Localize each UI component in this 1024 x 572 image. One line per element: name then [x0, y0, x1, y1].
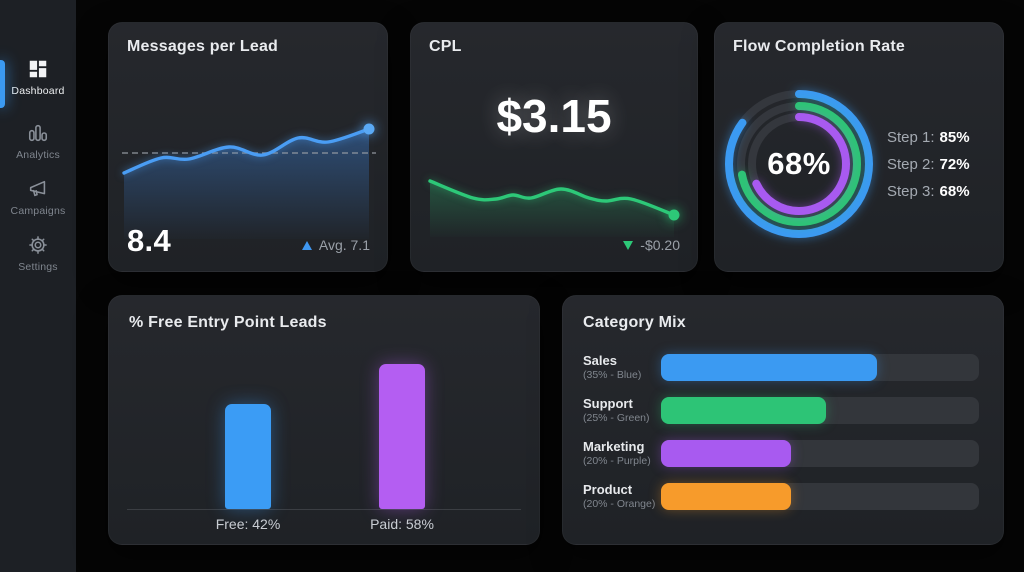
bar-label-free: Free: 42% [215, 516, 281, 532]
sidebar-item-label: Campaigns [10, 205, 66, 217]
mix-fill-product [661, 483, 792, 510]
cpl-chart [428, 179, 680, 237]
mix-label: Marketing [583, 439, 645, 454]
category-mix-rows: Sales (35% - Blue) Support (25% - Green)… [583, 351, 979, 523]
chart-area [430, 181, 674, 237]
mix-row-product: Product (20% - Orange) [583, 480, 979, 513]
delta-badge: -$0.20 [623, 237, 680, 253]
sidebar-item-label: Settings [18, 261, 58, 273]
card-cpl: CPL $3.15 -$0.20 [410, 22, 698, 272]
chart-line [428, 179, 676, 217]
mix-label: Support [583, 396, 633, 411]
donut-ring-step1 [725, 90, 873, 238]
average-label: Avg. 7.1 [318, 237, 370, 253]
chart-end-dot [363, 123, 375, 135]
sidebar-item-dashboard[interactable]: Dashboard [0, 58, 76, 108]
mix-fill-support [661, 397, 827, 424]
gear-icon [27, 234, 49, 256]
chart-line [122, 127, 371, 175]
donut-ring-step3 [748, 113, 850, 215]
mix-track [661, 397, 979, 424]
messages-per-lead-chart [122, 123, 376, 239]
donut-center-value: 68% [767, 146, 831, 181]
card-messages-per-lead: Messages per Lead 8.4 Avg. 7.1 [108, 22, 388, 272]
delta-label: -$0.20 [640, 237, 680, 253]
sidebar-item-label: Analytics [16, 149, 60, 161]
sidebar-item-campaigns[interactable]: Campaigns [0, 178, 76, 217]
mix-label: Product [583, 482, 633, 497]
dashboard-icon [27, 58, 49, 80]
chart-end-dot [668, 209, 680, 221]
card-title: Flow Completion Rate [733, 38, 905, 55]
mix-track [661, 483, 979, 510]
megaphone-icon [27, 178, 49, 200]
card-category-mix: Category Mix Sales (35% - Blue) Support … [562, 295, 1004, 545]
mix-label: Sales [583, 353, 617, 368]
donut-ring-step2 [737, 102, 861, 226]
sidebar-item-settings[interactable]: Settings [0, 234, 76, 273]
mix-sublabel: (25% - Green) [583, 412, 650, 424]
arrow-up-icon [301, 240, 312, 250]
mix-sublabel: (35% - Blue) [583, 369, 642, 381]
card-title: % Free Entry Point Leads [129, 314, 327, 331]
sidebar: Dashboard Analytics Campaigns [0, 0, 76, 572]
mix-row-sales: Sales (35% - Blue) [583, 351, 979, 384]
card-title: Category Mix [583, 314, 686, 331]
active-indicator [0, 60, 5, 108]
mix-track [661, 354, 979, 381]
mix-row-marketing: Marketing (20% - Purple) [583, 437, 979, 470]
average-badge: Avg. 7.1 [301, 237, 370, 253]
x-axis-line [127, 509, 521, 510]
bar-label-paid: Paid: 58% [370, 516, 434, 532]
card-title: Messages per Lead [127, 38, 279, 55]
completion-donut-chart: 68% [720, 85, 878, 243]
bar-free [225, 404, 271, 509]
bar-paid [379, 364, 425, 509]
arrow-down-icon [623, 240, 634, 250]
step-row: Step 1: 85% [887, 129, 970, 146]
sidebar-item-label: Dashboard [11, 85, 65, 97]
metric-value: 8.4 [127, 223, 171, 258]
card-title: CPL [429, 38, 462, 55]
analytics-icon [27, 122, 49, 144]
mix-track [661, 440, 979, 467]
mix-sublabel: (20% - Purple) [583, 455, 651, 467]
metric-value: $3.15 [496, 90, 612, 142]
card-flow-completion-rate: Flow Completion Rate 68% Step 1: 85% Step… [714, 22, 1004, 272]
card-free-entry-point-leads: % Free Entry Point Leads Free: 42% Paid:… [108, 295, 540, 545]
step-row: Step 3: 68% [887, 183, 970, 200]
sidebar-item-analytics[interactable]: Analytics [0, 122, 76, 161]
chart-area [124, 129, 369, 239]
mix-fill-marketing [661, 440, 792, 467]
step-row: Step 2: 72% [887, 156, 970, 173]
mix-fill-sales [661, 354, 878, 381]
steps-legend: Step 1: 85% Step 2: 72% Step 3: 68% [887, 129, 970, 210]
mix-sublabel: (20% - Orange) [583, 498, 656, 510]
mix-row-support: Support (25% - Green) [583, 394, 979, 427]
